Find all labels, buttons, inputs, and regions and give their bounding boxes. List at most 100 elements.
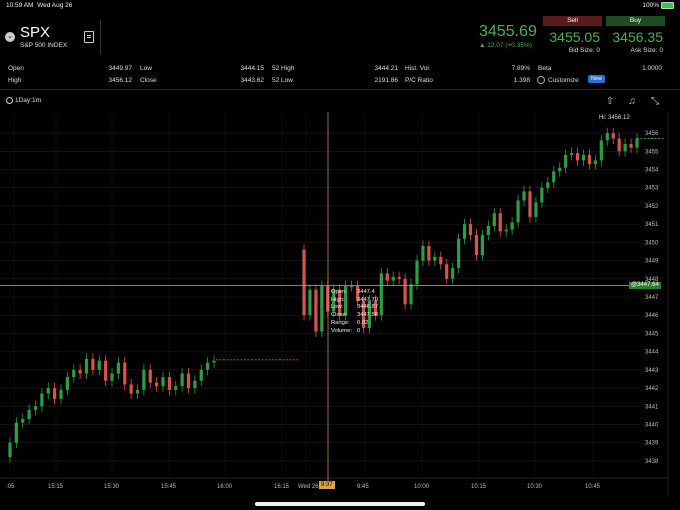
x-tick-label: :05 xyxy=(6,484,15,490)
timeframe-icon[interactable] xyxy=(6,97,13,104)
candle xyxy=(186,373,191,389)
stat-52low-label: 52 Low xyxy=(272,77,293,84)
candle xyxy=(308,289,312,316)
x-tick-label: 10:00 xyxy=(414,484,430,490)
y-tick-label: 3445 xyxy=(645,331,659,337)
tooltip-range: 0.92 xyxy=(357,319,369,326)
alert-bell-icon[interactable]: ♫ xyxy=(628,96,636,107)
candle xyxy=(474,235,479,256)
x-tick-label: 15:45 xyxy=(161,484,177,490)
candle xyxy=(367,300,372,328)
status-time: 10:59 AM xyxy=(6,2,34,9)
ask-size: Ask Size: 0 xyxy=(630,47,663,54)
candle xyxy=(116,362,120,374)
timeframe-selector[interactable]: 1Day:1m xyxy=(15,97,42,104)
chart-high-label: Hi: 3456.12 xyxy=(599,115,630,121)
crosshair-time-tag: 9:37 xyxy=(319,481,335,489)
candle xyxy=(97,360,101,370)
y-tick-label: 3451 xyxy=(645,222,659,228)
candle xyxy=(492,213,496,226)
candle xyxy=(564,154,568,168)
stat-pcratio-label: P/C Ratio xyxy=(405,77,433,84)
last-price: 3455.69 xyxy=(479,23,537,40)
candle xyxy=(129,384,133,394)
candle xyxy=(33,406,38,410)
candle xyxy=(528,191,532,217)
candle xyxy=(199,369,203,381)
candle xyxy=(148,369,152,383)
x-tick-label: Wed 26 xyxy=(298,484,319,490)
candle xyxy=(587,154,592,165)
symbol-name: S&P 500 INDEX xyxy=(20,42,68,49)
candle xyxy=(21,419,25,423)
x-tick-label: 10:45 xyxy=(585,484,601,490)
gear-icon[interactable] xyxy=(537,76,545,84)
candle xyxy=(421,246,425,261)
stat-open-value: 3449.97 xyxy=(108,65,133,72)
candle xyxy=(355,286,360,301)
ohlc-tooltip: Open: 3447.4 High: 3447.79 Low: 3446.87 Clo… xyxy=(331,289,378,335)
candle xyxy=(135,389,140,394)
symbol-menu-chevron-icon[interactable]: ⌄ xyxy=(5,32,15,42)
candle xyxy=(338,289,342,316)
stat-close-value: 3443.62 xyxy=(240,77,265,84)
y-tick-label: 3453 xyxy=(645,186,659,192)
crosshair-price-tag: @3447.64 xyxy=(629,282,661,289)
y-tick-label: 3440 xyxy=(645,422,659,428)
x-tick-label: 10:30 xyxy=(527,484,543,490)
candle xyxy=(486,225,490,236)
x-tick-label: 16:00 xyxy=(217,484,233,490)
stat-high-value: 3456.12 xyxy=(108,77,133,84)
candle xyxy=(593,160,597,165)
candle xyxy=(623,144,627,152)
status-date: Wed Aug 26 xyxy=(37,2,73,9)
home-indicator[interactable] xyxy=(255,502,425,506)
tooltip-range-label: Range: xyxy=(331,319,350,326)
candle xyxy=(468,224,473,236)
candle xyxy=(193,380,197,389)
candle xyxy=(397,276,401,279)
y-tick-label: 3456 xyxy=(645,131,659,137)
x-tick-label: 10:15 xyxy=(471,484,487,490)
status-bar: 10:59 AM Wed Aug 26 100% xyxy=(0,0,680,11)
stat-52high-label: 52 High xyxy=(272,65,295,72)
customize-link[interactable]: Customize xyxy=(548,77,579,84)
tooltip-close: 3447.58 xyxy=(357,312,378,319)
candle xyxy=(72,369,76,378)
candle xyxy=(516,200,520,223)
share-icon[interactable]: ⇧ xyxy=(605,96,615,107)
candle xyxy=(59,389,63,399)
candle xyxy=(558,167,562,172)
candle xyxy=(575,153,580,161)
candle xyxy=(433,256,437,261)
stat-52low-value: 2191.86 xyxy=(374,77,399,84)
tooltip-high: 3447.79 xyxy=(357,296,378,303)
candle xyxy=(498,213,502,232)
collapse-arrows-icon[interactable]: ⤡ xyxy=(651,96,659,107)
y-tick-label: 3439 xyxy=(645,441,659,447)
candle xyxy=(174,386,178,390)
candle xyxy=(510,222,514,230)
candle xyxy=(65,377,69,390)
y-tick-label: 3447 xyxy=(645,295,659,301)
stats-divider xyxy=(0,89,680,90)
y-tick-label: 3455 xyxy=(645,149,659,155)
stat-low-value: 3444.15 xyxy=(240,65,265,72)
candle xyxy=(212,360,216,363)
candle xyxy=(391,276,395,281)
document-icon[interactable] xyxy=(84,31,94,43)
sell-button[interactable]: Sell 3455.05 Bid Size: 0 xyxy=(543,16,602,56)
symbol-title[interactable]: SPX xyxy=(20,24,51,41)
candle xyxy=(142,369,146,390)
candle xyxy=(78,369,82,374)
buy-label: Buy xyxy=(606,16,665,26)
x-tick-label: 15:15 xyxy=(48,484,64,490)
stat-beta-label: Beta xyxy=(538,65,552,72)
candle xyxy=(155,382,159,387)
candle xyxy=(314,289,318,332)
candle xyxy=(123,362,127,385)
tooltip-high-label: High: xyxy=(331,296,345,303)
stat-beta-value: 1.0000 xyxy=(642,65,662,72)
buy-button[interactable]: Buy 3456.35 Ask Size: 0 xyxy=(606,16,665,56)
